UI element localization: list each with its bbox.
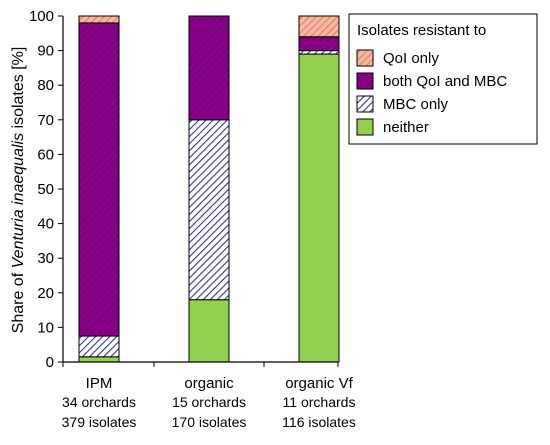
y-tick-label: 30 (37, 250, 54, 267)
x-category-orchards: 11 orchards (283, 394, 356, 410)
x-category-orchards: 34 orchards (62, 394, 136, 410)
bars-group (78, 15, 340, 363)
legend-box (348, 13, 538, 145)
svg-text:Share of Venturia inaequalis i: Share of Venturia inaequalis isolates [%… (10, 47, 27, 334)
y-tick-label: 70 (37, 112, 54, 129)
x-category-label: organic Vf (285, 375, 353, 392)
bar-segment-qoi-only-2 (298, 15, 340, 38)
legend: Isolates resistant to QoI only both QoI a… (348, 13, 538, 145)
x-category-label: IPM (86, 375, 113, 392)
y-tick-label: 60 (37, 146, 54, 163)
y-tick-label: 100 (29, 8, 54, 25)
bar-segment-both-qoi-and-mbc-1 (188, 15, 230, 121)
y-tick-label: 80 (37, 77, 54, 94)
bar-segment-mbc-only-0 (78, 335, 120, 358)
legend-swatch-qoi-only (356, 49, 374, 67)
y-axis-title: Share of Venturia inaequalis isolates [%… (10, 47, 27, 334)
legend-label: MBC only (383, 96, 449, 113)
legend-swatch-both-qoi-and-mbc (356, 72, 374, 90)
legend-swatch-mbc-only (356, 95, 374, 113)
x-labels-group: IPM 34 orchards 379 isolates organic 15 orch… (62, 375, 356, 430)
x-category-isolates: 379 isolates (62, 414, 137, 430)
bar-segment-qoi-only-0 (78, 15, 120, 24)
y-tick-label: 20 (37, 285, 54, 302)
bar-segment-neither-1 (188, 299, 230, 363)
y-tick-label: 90 (37, 43, 54, 60)
bar-segment-mbc-only-2 (298, 50, 340, 55)
y-axis-title-part: isolates [%] (10, 47, 27, 133)
x-category-orchards: 15 orchards (172, 394, 246, 410)
y-tick-label: 40 (37, 216, 54, 233)
bar-segment-both-qoi-and-mbc-2 (298, 36, 340, 52)
x-category-label: organic (184, 375, 234, 392)
y-tick-label: 0 (46, 354, 54, 371)
bar-segment-neither-0 (78, 356, 120, 363)
legend-label: both QoI and MBC (383, 73, 507, 90)
y-axis-title-species: Venturia inaequalis (10, 133, 27, 269)
y-tick-label: 50 (37, 181, 54, 198)
y-axis-title-part: Share of (10, 268, 27, 333)
legend-title: Isolates resistant to (357, 22, 486, 39)
x-category-isolates: 170 isolates (172, 414, 247, 430)
bar-segment-both-qoi-and-mbc-0 (78, 22, 120, 337)
x-category-isolates: 116 isolates (282, 414, 356, 430)
legend-label: neither (383, 119, 429, 136)
legend-label: QoI only (383, 50, 439, 67)
bar-segment-neither-2 (298, 53, 340, 363)
y-tick-label: 10 (37, 319, 54, 336)
legend-swatch-neither (356, 118, 374, 136)
y-ticks-group: 0 10 20 30 40 50 60 70 80 90 100 (29, 8, 63, 371)
bar-segment-mbc-only-1 (188, 119, 230, 301)
